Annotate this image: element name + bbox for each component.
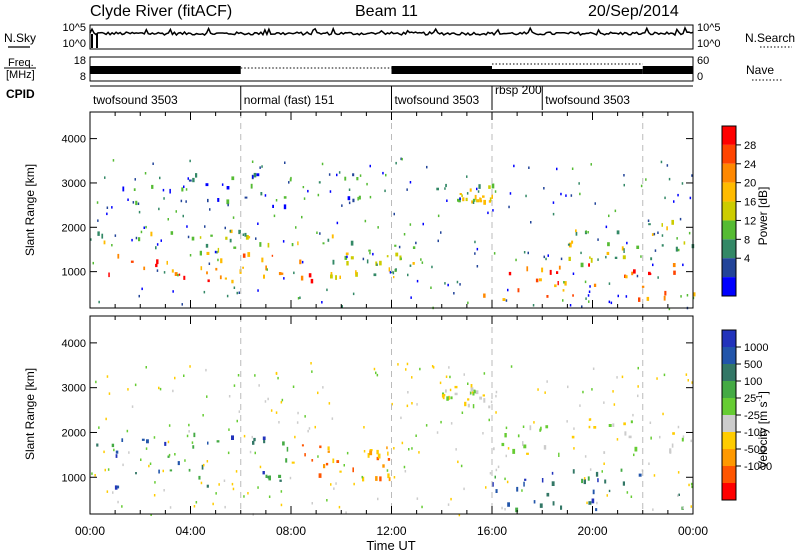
noise-tick-top-left: 10^5: [62, 22, 86, 34]
freq-label-top: Freq.: [8, 57, 34, 69]
svg-text:1000: 1000: [62, 267, 86, 279]
power-colorbar: 28 24 20 16 12 8 4: [721, 125, 756, 297]
svg-text:3000: 3000: [62, 383, 86, 395]
x-tick-label: 00:00: [678, 524, 708, 538]
noise-tick-top-right: 10^5: [697, 22, 721, 34]
noise-tick-bottom-right: 10^0: [697, 38, 721, 50]
velocity-colorbar: 1000 500 100 25 -25 -100 -500 -1000: [721, 329, 772, 501]
svg-text:16: 16: [744, 197, 756, 209]
svg-text:24: 24: [744, 159, 756, 171]
station-title: Clyde River (fitACF): [90, 3, 232, 20]
x-tick-label: 20:00: [577, 524, 607, 538]
beam-title: Beam 11: [355, 3, 418, 20]
frequency-series: [90, 63, 693, 74]
cpid-segment-3: rbsp 200: [495, 83, 542, 97]
noise-tick-bottom-left: 10^0: [62, 38, 86, 50]
svg-text:-25: -25: [744, 410, 760, 422]
svg-text:-500: -500: [744, 444, 766, 456]
noise-right-label: N.Search: [745, 31, 795, 45]
velocity-panel: Slant Range [km] 1000 2000 3000 4000 1000 50…: [23, 315, 772, 517]
svg-text:2000: 2000: [62, 222, 86, 234]
freq-label-bottom: [MHz]: [6, 69, 35, 81]
freq-tick-top: 18: [74, 55, 86, 67]
x-tick-label: 16:00: [477, 524, 507, 538]
svg-text:4000: 4000: [62, 134, 86, 146]
cpid-segment-0: twofsound 3503: [93, 93, 178, 107]
svg-text:20: 20: [744, 178, 756, 190]
svg-text:2000: 2000: [62, 427, 86, 439]
x-tick-label: 00:00: [75, 524, 105, 538]
power-scatter: [90, 157, 696, 311]
svg-text:1000: 1000: [744, 342, 768, 354]
velocity-colorbar-label: Velocity [m s-1]: [755, 391, 770, 469]
freq-tick-bottom: 8: [80, 71, 86, 83]
nave-tick-top: 60: [697, 55, 709, 67]
date-title: 20/Sep/2014: [588, 3, 679, 20]
cpid-segment-1: normal (fast) 151: [244, 93, 335, 107]
svg-text:3000: 3000: [62, 178, 86, 190]
x-tick-label: 08:00: [276, 524, 306, 538]
velocity-scatter: [91, 362, 693, 517]
x-tick-label: 12:00: [376, 524, 406, 538]
power-colorbar-label: Power [dB]: [756, 187, 770, 246]
power-panel: Slant Range [km] 1000 2000 3000 4000 28 24 20…: [23, 111, 770, 311]
velocity-ylabel: Slant Range [km]: [23, 368, 37, 460]
noise-panel: N.Sky 10^5 10^0 10^5 10^0 N.Search: [4, 22, 795, 50]
cpid-segment-4: twofsound 3503: [545, 93, 630, 107]
nave-tick-bottom: 0: [697, 71, 703, 83]
cpid-label: CPID: [6, 87, 35, 101]
svg-text:4: 4: [744, 253, 750, 265]
x-tick-label: 04:00: [175, 524, 205, 538]
svg-text:-1000: -1000: [744, 461, 772, 473]
noise-series: [89, 26, 694, 37]
nave-label: Nave: [746, 63, 774, 77]
svg-text:25: 25: [744, 393, 756, 405]
svg-text:500: 500: [744, 359, 762, 371]
svg-text:100: 100: [744, 376, 762, 388]
x-axis-label: Time UT: [366, 538, 415, 553]
svg-text:12: 12: [744, 215, 756, 227]
cpid-segment-2: twofsound 3503: [395, 93, 480, 107]
svg-text:8: 8: [744, 234, 750, 246]
svg-text:1000: 1000: [62, 472, 86, 484]
svg-text:28: 28: [744, 140, 756, 152]
noise-left-label: N.Sky: [4, 31, 36, 45]
svg-text:4000: 4000: [62, 338, 86, 350]
power-ylabel: Slant Range [km]: [23, 164, 37, 256]
frequency-panel: Freq. [MHz] 18 8 60 0 Nave: [4, 55, 782, 83]
svg-text:-100: -100: [744, 427, 766, 439]
cpid-panel: CPID twofsound 3503 normal (fast) 151 twof…: [6, 83, 693, 110]
